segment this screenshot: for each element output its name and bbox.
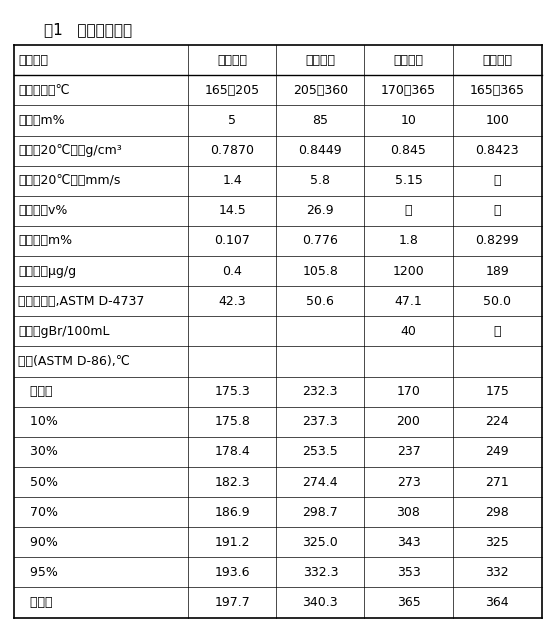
Text: 1200: 1200: [393, 265, 424, 278]
Text: 274.4: 274.4: [302, 475, 338, 488]
Text: 1.4: 1.4: [222, 174, 242, 187]
Text: 10: 10: [401, 114, 417, 127]
Text: 十六烷指数,ASTM D-4737: 十六烷指数,ASTM D-4737: [18, 295, 145, 308]
Text: 40: 40: [401, 325, 417, 338]
Text: 26.9: 26.9: [306, 204, 334, 218]
Text: 298: 298: [485, 505, 509, 519]
Text: 14.5: 14.5: [218, 204, 246, 218]
Text: 0.107: 0.107: [214, 234, 250, 248]
Text: 200: 200: [397, 415, 420, 428]
Text: 5.15: 5.15: [394, 174, 423, 187]
Text: 50%: 50%: [18, 475, 58, 488]
Text: 70%: 70%: [18, 505, 58, 519]
Text: 182.3: 182.3: [214, 475, 250, 488]
Text: 165～365: 165～365: [470, 84, 525, 97]
Text: 175.3: 175.3: [214, 385, 250, 398]
Text: 364: 364: [485, 596, 509, 609]
Text: 直馏煤油: 直馏煤油: [217, 54, 247, 66]
Text: 237: 237: [397, 445, 420, 458]
Text: 325.0: 325.0: [302, 536, 338, 549]
Text: 232.3: 232.3: [302, 385, 338, 398]
Text: 馏程(ASTM D-86),℃: 馏程(ASTM D-86),℃: [18, 355, 130, 368]
Text: 253.5: 253.5: [302, 445, 338, 458]
Text: 249: 249: [485, 445, 509, 458]
Text: 5: 5: [228, 114, 236, 127]
Text: 原料组成: 原料组成: [18, 54, 48, 66]
Text: 205～360: 205～360: [293, 84, 348, 97]
Text: 175.8: 175.8: [214, 415, 250, 428]
Text: －: －: [494, 204, 501, 218]
Text: 186.9: 186.9: [214, 505, 250, 519]
Text: 308: 308: [397, 505, 420, 519]
Text: 298.7: 298.7: [302, 505, 338, 519]
Text: 直馏柴油: 直馏柴油: [305, 54, 335, 66]
Text: 353: 353: [397, 566, 420, 579]
Text: 237.3: 237.3: [302, 415, 338, 428]
Text: －: －: [494, 174, 501, 187]
Text: 191.2: 191.2: [214, 536, 250, 549]
Text: 馏分范围，℃: 馏分范围，℃: [18, 84, 70, 97]
Text: 比例，m%: 比例，m%: [18, 114, 65, 127]
Text: 332: 332: [485, 566, 509, 579]
Text: 343: 343: [397, 536, 420, 549]
Text: 90%: 90%: [18, 536, 58, 549]
Text: 0.8299: 0.8299: [475, 234, 519, 248]
Text: 0.845: 0.845: [391, 144, 427, 157]
Text: 粘度（20℃），mm/s: 粘度（20℃），mm/s: [18, 174, 121, 187]
Text: 170: 170: [397, 385, 420, 398]
Text: 224: 224: [485, 415, 509, 428]
Text: 193.6: 193.6: [214, 566, 250, 579]
Text: 85: 85: [312, 114, 329, 127]
Text: 325: 325: [485, 536, 509, 549]
Text: 溴价，gBr/100mL: 溴价，gBr/100mL: [18, 325, 110, 338]
Text: 271: 271: [485, 475, 509, 488]
Text: 170～365: 170～365: [381, 84, 436, 97]
Text: 105.8: 105.8: [302, 265, 338, 278]
Text: 终馏点: 终馏点: [18, 596, 53, 609]
Text: －: －: [405, 204, 412, 218]
Text: 总芳烃，v%: 总芳烃，v%: [18, 204, 68, 218]
Text: 189: 189: [485, 265, 509, 278]
Text: 表1   柴油原料性质: 表1 柴油原料性质: [44, 22, 132, 37]
Text: 197.7: 197.7: [214, 596, 250, 609]
Text: 50.6: 50.6: [306, 295, 334, 308]
Text: 95%: 95%: [18, 566, 58, 579]
Text: 273: 273: [397, 475, 420, 488]
Text: 165～205: 165～205: [204, 84, 260, 97]
Text: 0.7870: 0.7870: [210, 144, 254, 157]
Text: 密度（20℃），g/cm³: 密度（20℃），g/cm³: [18, 144, 122, 157]
Text: 178.4: 178.4: [214, 445, 250, 458]
Text: 30%: 30%: [18, 445, 58, 458]
Text: 0.776: 0.776: [302, 234, 338, 248]
Text: 47.1: 47.1: [394, 295, 422, 308]
Text: 175: 175: [485, 385, 509, 398]
Text: 氮含量，μg/g: 氮含量，μg/g: [18, 265, 76, 278]
Text: 0.4: 0.4: [222, 265, 242, 278]
Text: －: －: [494, 325, 501, 338]
Text: 365: 365: [397, 596, 420, 609]
Text: 5.8: 5.8: [310, 174, 330, 187]
Text: 初馏点: 初馏点: [18, 385, 53, 398]
Text: 100: 100: [485, 114, 509, 127]
Text: 0.8423: 0.8423: [475, 144, 519, 157]
Text: 0.8449: 0.8449: [299, 144, 342, 157]
Text: 340.3: 340.3: [302, 596, 338, 609]
Text: 332.3: 332.3: [302, 566, 338, 579]
Text: 42.3: 42.3: [218, 295, 246, 308]
Text: 50.0: 50.0: [483, 295, 511, 308]
Text: 混合原料: 混合原料: [482, 54, 512, 66]
Text: 硫含量，m%: 硫含量，m%: [18, 234, 73, 248]
Text: 10%: 10%: [18, 415, 58, 428]
Text: 焦化柴油: 焦化柴油: [393, 54, 423, 66]
Text: 1.8: 1.8: [398, 234, 418, 248]
